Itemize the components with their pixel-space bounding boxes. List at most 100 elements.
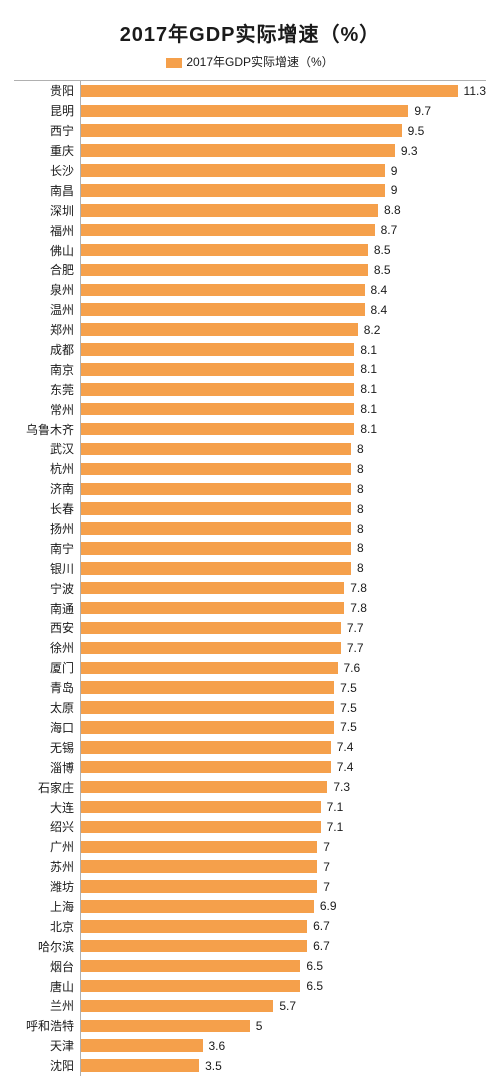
y-axis-label: 福州 [14, 222, 80, 239]
value-label: 7 [323, 880, 330, 894]
bar [81, 841, 317, 854]
value-label: 8.7 [381, 223, 398, 237]
bar-track: 6.7 [80, 936, 486, 956]
bar-track: 8.7 [80, 220, 486, 240]
value-label: 8.2 [364, 323, 381, 337]
bar-row: 太原7.5 [14, 698, 486, 718]
y-axis-label: 扬州 [14, 520, 80, 537]
y-axis-label: 海口 [14, 719, 80, 736]
value-label: 8.5 [374, 243, 391, 257]
bar-row: 南京8.1 [14, 359, 486, 379]
value-label: 8 [357, 541, 364, 555]
bar-track: 7.6 [80, 658, 486, 678]
value-label: 5 [256, 1019, 263, 1033]
bar [81, 880, 317, 893]
bar-track: 8.1 [80, 340, 486, 360]
bar-track: 8.5 [80, 240, 486, 260]
y-axis-label: 石家庄 [14, 779, 80, 796]
gdp-growth-chart: 2017年GDP实际增速（%） 2017年GDP实际增速（%） 贵阳11.3昆明… [0, 0, 500, 1073]
bar [81, 463, 351, 476]
bar-track: 7.7 [80, 618, 486, 638]
bar-track: 6.7 [80, 916, 486, 936]
legend-label: 2017年GDP实际增速（%） [186, 55, 333, 69]
bar-row: 广州7 [14, 837, 486, 857]
bar-track: 9 [80, 161, 486, 181]
bar-track: 7.3 [80, 777, 486, 797]
y-axis-label: 广州 [14, 838, 80, 855]
value-label: 7.4 [337, 760, 354, 774]
bar-track: 7 [80, 857, 486, 877]
bar-row: 杭州8 [14, 459, 486, 479]
bar [81, 940, 307, 953]
bar [81, 164, 385, 177]
y-axis-label: 西安 [14, 619, 80, 636]
y-axis-label: 兰州 [14, 997, 80, 1014]
value-label: 8.8 [384, 203, 401, 217]
bar [81, 323, 358, 336]
value-label: 8.5 [374, 263, 391, 277]
value-label: 8 [357, 561, 364, 575]
bar-row: 大连7.1 [14, 797, 486, 817]
bar-row: 常州8.1 [14, 399, 486, 419]
value-label: 9 [391, 183, 398, 197]
bar-row: 西安7.7 [14, 618, 486, 638]
bar [81, 701, 334, 714]
bar-row: 海口7.5 [14, 718, 486, 738]
value-label: 5.7 [279, 999, 296, 1013]
bar-row: 南昌9 [14, 180, 486, 200]
y-axis-label: 银川 [14, 560, 80, 577]
bar-row: 哈尔滨6.7 [14, 936, 486, 956]
y-axis-label: 无锡 [14, 739, 80, 756]
bar-track: 8.4 [80, 280, 486, 300]
value-label: 7.8 [350, 601, 367, 615]
y-axis-label: 上海 [14, 898, 80, 915]
bar-track: 8 [80, 519, 486, 539]
value-label: 8 [357, 502, 364, 516]
bar [81, 483, 351, 496]
bar-row: 郑州8.2 [14, 320, 486, 340]
bar-row: 重庆9.3 [14, 141, 486, 161]
bar-track: 8 [80, 479, 486, 499]
value-label: 6.7 [313, 939, 330, 953]
bar-track: 8.1 [80, 379, 486, 399]
value-label: 8 [357, 482, 364, 496]
bar-row: 长沙9 [14, 161, 486, 181]
bar [81, 284, 365, 297]
bar-track: 8 [80, 439, 486, 459]
bar [81, 224, 375, 237]
bar-track: 9.3 [80, 141, 486, 161]
bar [81, 1020, 250, 1033]
bar [81, 761, 331, 774]
bar [81, 622, 341, 635]
bar [81, 662, 338, 675]
value-label: 8.4 [371, 303, 388, 317]
bar-track: 7 [80, 877, 486, 897]
bar-row: 佛山8.5 [14, 240, 486, 260]
bar [81, 303, 365, 316]
y-axis-label: 贵阳 [14, 82, 80, 99]
bar-track: 7.5 [80, 718, 486, 738]
chart-legend: 2017年GDP实际增速（%） [14, 53, 486, 70]
bar-track: 8 [80, 459, 486, 479]
bar-row: 南通 7.8 [14, 598, 486, 618]
bar-track: 8.2 [80, 320, 486, 340]
bar [81, 542, 351, 555]
bar-row: 呼和浩特5 [14, 1016, 486, 1036]
bar-row: 南宁8 [14, 538, 486, 558]
chart-title: 2017年GDP实际增速（%） [14, 18, 486, 47]
y-axis-label: 厦门 [14, 659, 80, 676]
y-axis-label: 南通 [14, 600, 80, 617]
y-axis-label: 西宁 [14, 122, 80, 139]
bar-track: 11.3 [80, 81, 486, 101]
bar [81, 244, 368, 257]
bar-row: 青岛7.5 [14, 678, 486, 698]
y-axis-label: 青岛 [14, 679, 80, 696]
y-axis-label: 重庆 [14, 142, 80, 159]
bar [81, 582, 344, 595]
bar [81, 1000, 273, 1013]
bar-row: 长春8 [14, 499, 486, 519]
value-label: 8.1 [360, 402, 377, 416]
bar-track: 7.5 [80, 678, 486, 698]
bar [81, 264, 368, 277]
y-axis-label: 武汉 [14, 440, 80, 457]
